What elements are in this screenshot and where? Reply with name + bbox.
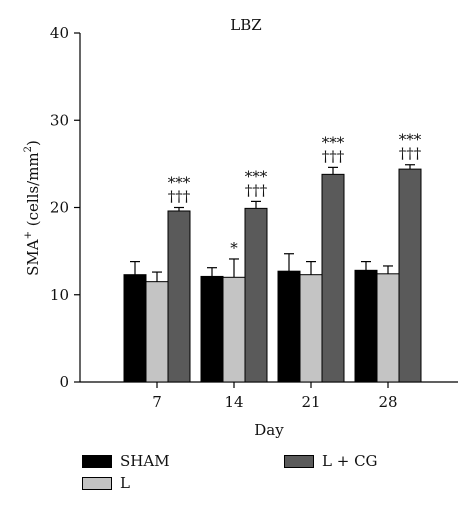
legend-swatch-l-cg [284,454,314,468]
dagger-annotation: ††† [399,145,422,163]
legend-label-l-cg: L + CG [322,452,378,470]
bar [277,270,301,383]
star-annotation: *** [168,174,191,192]
legend-label-l: L [120,474,130,492]
bar [244,207,268,383]
bar [376,273,400,383]
dagger-annotation: ††† [168,188,191,206]
bar [321,173,345,383]
y-tick-label: 10 [50,286,69,304]
star-annotation: *** [245,167,268,185]
dagger-annotation: ††† [245,181,268,199]
star-annotation: *** [322,133,345,151]
legend-item-sham: SHAM [82,452,170,470]
bar [123,274,147,383]
chart-title: LBZ [230,16,261,34]
bar [398,168,422,383]
y-axis-label-units-sup: 2 [23,146,34,152]
star-annotation: *** [399,131,422,149]
y-axis-label-sup: + [23,231,34,239]
x-tick-label: 14 [224,393,243,411]
legend-swatch-sham [82,454,112,468]
legend-label-sham: SHAM [120,452,170,470]
bar [200,275,224,383]
bar [354,269,378,383]
y-tick-label: 20 [50,199,69,217]
bar [222,276,246,383]
x-tick-label: 28 [378,393,397,411]
dagger-annotation: ††† [322,147,345,165]
legend-swatch-l [82,476,112,490]
bar [145,281,169,383]
star-annotation: * [230,239,238,257]
y-tick-label: 0 [59,373,69,391]
bar [299,274,323,383]
y-tick-label: 30 [50,111,69,129]
legend-item-l: L [82,474,130,492]
y-axis-label: SMA+ (cells/mm2) [23,140,42,276]
x-tick-label: 7 [152,393,162,411]
y-axis-label-close: ) [24,140,42,146]
y-tick-label: 40 [50,24,69,42]
legend-item-l-cg: L + CG [284,452,378,470]
bar [167,210,191,383]
y-axis-label-units: (cells/mm [24,152,42,231]
x-axis-label: Day [254,421,284,439]
x-tick-label: 21 [301,393,320,411]
y-axis-label-main: SMA [24,239,42,276]
